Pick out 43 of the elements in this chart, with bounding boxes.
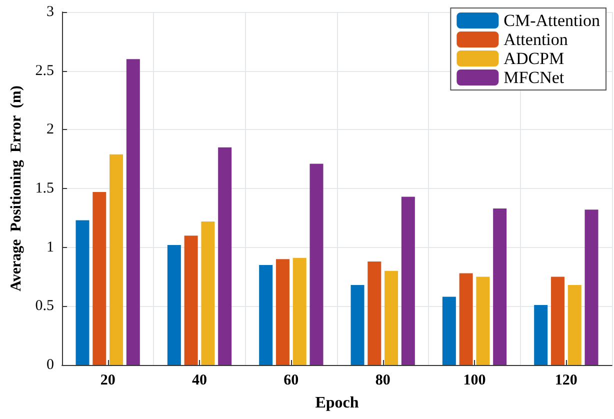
legend-label: CM-Attention (504, 11, 600, 30)
bar (442, 296, 456, 365)
bar (276, 259, 290, 365)
bar (259, 264, 273, 365)
y-tick-label: 1 (46, 239, 54, 256)
bar (201, 221, 215, 365)
y-tick-label: 0 (46, 357, 54, 373)
bar (584, 210, 598, 365)
bar (384, 270, 398, 365)
y-axis-title: Average Positioning Error (m) (8, 86, 24, 292)
bar (368, 261, 382, 365)
x-tick-label: 120 (554, 372, 578, 388)
bar (110, 154, 124, 365)
bar (401, 196, 415, 365)
y-tick-label: 2.5 (35, 62, 54, 79)
y-tick-label: 3 (46, 4, 54, 20)
y-tick-label: 0.5 (35, 298, 54, 314)
bar (92, 192, 106, 365)
bar (459, 273, 473, 365)
legend-label: MFCNet (504, 68, 564, 87)
legend-label: Attention (504, 30, 568, 49)
bar (126, 59, 140, 365)
bar (76, 220, 90, 365)
bar (218, 147, 232, 365)
x-tick-label: 40 (192, 372, 207, 388)
x-tick-label: 60 (284, 372, 299, 388)
bar (184, 236, 198, 365)
x-axis-title: Epoch (315, 394, 359, 412)
legend-label: ADCPM (504, 49, 564, 68)
bar (550, 276, 564, 365)
x-tick-label: 20 (100, 372, 116, 388)
y-tick-label: 1.5 (35, 180, 54, 196)
bar (493, 208, 507, 365)
bar (568, 284, 582, 365)
x-tick-label: 80 (375, 372, 390, 388)
bar (310, 164, 324, 365)
bar (292, 258, 306, 365)
y-tick-label: 2 (46, 122, 54, 138)
bar (350, 284, 364, 365)
bar (534, 304, 548, 365)
bar (167, 244, 181, 365)
x-tick-label: 100 (463, 372, 486, 388)
bar (476, 276, 490, 365)
